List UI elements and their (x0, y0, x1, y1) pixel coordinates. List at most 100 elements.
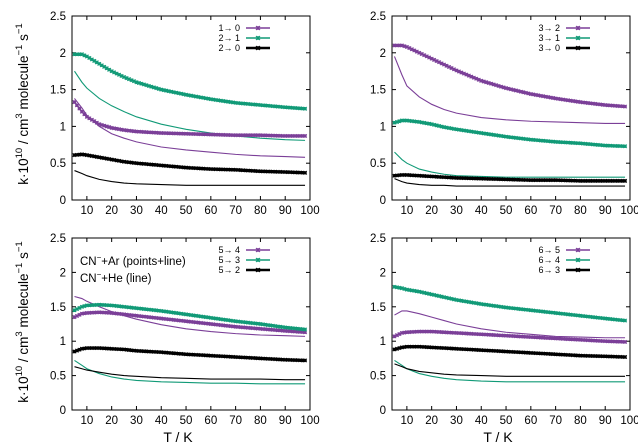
x-tick-label: 100 (620, 205, 638, 217)
x-tick-label: 30 (130, 205, 143, 217)
series-points-ar (72, 152, 308, 175)
x-tick-label: 90 (599, 415, 612, 427)
legend-label: 6→ 5 (538, 245, 560, 255)
series-points-ar (392, 43, 628, 109)
y-tick-label: 1.5 (50, 302, 66, 314)
x-tick-label: 40 (475, 415, 488, 427)
x-tick-label: 80 (574, 415, 587, 427)
y-tick-label: 1.5 (370, 85, 386, 97)
x-tick-label: 70 (549, 415, 562, 427)
x-tick-label: 50 (180, 415, 193, 427)
x-tick-label: 90 (279, 205, 292, 217)
y-tick-label: 1.5 (370, 302, 386, 314)
legend-marker (255, 25, 261, 31)
legend-label: 5→ 4 (218, 245, 240, 255)
legend-marker (255, 267, 261, 273)
legend-label: 3→ 0 (538, 43, 560, 53)
annotation-he: CN−+He (line) (80, 270, 152, 285)
series-line-ar (74, 53, 306, 110)
legend-marker (255, 257, 261, 263)
y-tick-label: 2 (380, 48, 386, 60)
x-tick-label: 10 (80, 205, 93, 217)
y-tick-label: 1 (60, 336, 66, 348)
x-tick-label: 10 (400, 205, 413, 217)
x-tick-label: 70 (549, 205, 562, 217)
x-tick-label: 20 (105, 415, 118, 427)
legend-marker (255, 35, 261, 41)
x-tick-label: 10 (80, 415, 93, 427)
series-line-he (394, 178, 626, 187)
x-tick-label: 20 (425, 205, 438, 217)
y-tick-label: 0 (60, 195, 66, 207)
series-points-ar (72, 52, 308, 111)
y-tick-label: 1 (380, 121, 386, 133)
series-line-he (74, 359, 306, 385)
y-tick-label: 0.5 (370, 158, 386, 170)
x-tick-label: 100 (620, 415, 638, 427)
series-line-he (394, 363, 626, 377)
y-tick-label: 0 (380, 195, 386, 207)
legend-label: 1→ 0 (218, 23, 240, 33)
y-tick-label: 0 (60, 405, 66, 417)
y-axis-label-bottom: k·1010 / cm3 molecule−1 s−1 (14, 241, 31, 402)
legend-marker (575, 25, 581, 31)
y-tick-label: 1 (60, 121, 66, 133)
x-tick-label: 60 (204, 205, 217, 217)
x-tick-label: 30 (450, 415, 463, 427)
x-tick-label: 20 (425, 415, 438, 427)
x-tick-label: 90 (279, 415, 292, 427)
plot-frame (391, 237, 631, 411)
y-tick-label: 2 (60, 267, 66, 279)
legend-label: 3→ 1 (538, 33, 560, 43)
legend-label: 2→ 1 (218, 33, 240, 43)
legend-marker (255, 45, 261, 51)
x-tick-label: 60 (204, 415, 217, 427)
x-tick-label: 80 (254, 205, 267, 217)
legend-marker (575, 45, 581, 51)
y-tick-label: 1 (380, 336, 386, 348)
series-points-ar (392, 172, 628, 183)
x-tick-label: 40 (155, 415, 168, 427)
x-tick-label: 50 (500, 205, 513, 217)
x-tick-label: 50 (180, 205, 193, 217)
y-tick-label: 2.5 (50, 11, 66, 23)
series-points-ar (72, 345, 308, 363)
x-tick-label: 90 (599, 205, 612, 217)
series-line-ar (394, 44, 626, 108)
legend-label: 6→ 4 (538, 255, 560, 265)
series-points-ar (72, 302, 308, 332)
x-tick-label: 10 (400, 415, 413, 427)
series-line-he (74, 295, 306, 337)
x-tick-label: 70 (229, 415, 242, 427)
legend-label: 6→ 3 (538, 265, 560, 275)
series-points-ar (392, 329, 628, 344)
legend-marker (575, 267, 581, 273)
series-line-he (394, 151, 626, 178)
series-line-he (394, 310, 626, 339)
series-line-he (394, 359, 626, 383)
y-tick-label: 0 (380, 405, 386, 417)
y-tick-label: 2.5 (370, 11, 386, 23)
series-line-he (74, 366, 306, 381)
x-tick-label: 40 (475, 205, 488, 217)
series-points-ar (392, 344, 628, 360)
x-tick-label: 40 (155, 205, 168, 217)
series-points-ar (72, 310, 308, 335)
series-line-he (74, 170, 306, 186)
x-tick-label: 60 (524, 415, 537, 427)
y-tick-label: 2 (380, 267, 386, 279)
x-tick-label: 100 (300, 205, 319, 217)
plot-frame (391, 15, 631, 201)
legend-label: 2→ 0 (218, 43, 240, 53)
y-tick-label: 2.5 (370, 233, 386, 245)
y-tick-label: 0.5 (50, 158, 66, 170)
x-tick-label: 80 (254, 415, 267, 427)
series-points-ar (392, 118, 628, 149)
series-points-ar (72, 100, 308, 139)
y-tick-label: 1.5 (50, 85, 66, 97)
legend-marker (575, 257, 581, 263)
